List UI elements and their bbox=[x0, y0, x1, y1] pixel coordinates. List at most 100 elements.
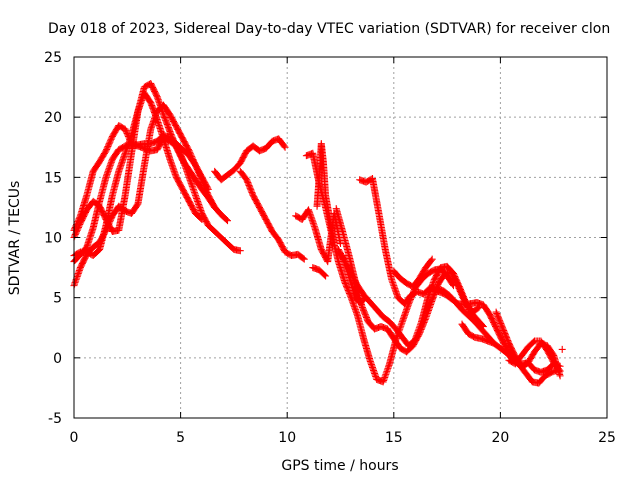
data-point bbox=[360, 296, 368, 304]
data-point bbox=[106, 138, 114, 146]
y-tick-label: 20 bbox=[44, 110, 62, 126]
data-point bbox=[76, 213, 84, 221]
data-point bbox=[299, 254, 307, 262]
y-tick-label: 5 bbox=[53, 291, 62, 307]
data-point bbox=[123, 130, 131, 138]
x-axis-label: GPS time / hours bbox=[281, 458, 398, 474]
data-point bbox=[105, 140, 113, 148]
data-point bbox=[556, 367, 564, 375]
series-track-20 bbox=[390, 255, 436, 291]
data-point bbox=[193, 166, 201, 174]
x-tick-label: 0 bbox=[70, 430, 79, 446]
y-tick-label: -5 bbox=[48, 411, 62, 427]
data-point bbox=[105, 221, 113, 229]
data-point bbox=[449, 270, 457, 278]
data-point bbox=[280, 142, 288, 150]
data-point bbox=[104, 143, 112, 151]
data-point bbox=[71, 225, 79, 233]
data-points bbox=[70, 79, 566, 387]
data-point bbox=[125, 134, 133, 142]
series-track-5 bbox=[70, 122, 219, 234]
data-point bbox=[224, 217, 232, 225]
data-point bbox=[211, 203, 219, 211]
data-point bbox=[103, 225, 111, 233]
chart-title: Day 018 of 2023, Sidereal Day-to-day VTE… bbox=[48, 21, 610, 37]
series-track-13 bbox=[458, 320, 562, 387]
data-point bbox=[455, 281, 463, 289]
data-point bbox=[122, 128, 130, 136]
data-point bbox=[71, 232, 79, 240]
data-point bbox=[74, 216, 82, 224]
y-tick-label: 10 bbox=[44, 231, 62, 247]
data-point bbox=[236, 247, 244, 255]
data-point bbox=[107, 135, 115, 143]
data-point bbox=[73, 219, 81, 227]
data-point bbox=[193, 164, 201, 172]
data-point bbox=[126, 135, 134, 143]
data-point bbox=[359, 297, 367, 305]
data-point bbox=[198, 215, 206, 223]
data-point bbox=[102, 147, 110, 155]
data-point bbox=[197, 214, 205, 222]
data-point bbox=[453, 278, 461, 286]
data-point bbox=[450, 271, 458, 279]
data-point bbox=[192, 163, 200, 171]
data-point bbox=[452, 275, 460, 283]
data-point bbox=[555, 366, 563, 374]
series-track-4 bbox=[70, 101, 212, 290]
data-point bbox=[428, 255, 436, 263]
data-point bbox=[195, 169, 203, 177]
data-point bbox=[71, 231, 79, 239]
series-track-19 bbox=[309, 264, 330, 280]
data-point bbox=[103, 145, 111, 153]
series-track-18 bbox=[339, 252, 368, 306]
x-tick-label: 25 bbox=[598, 430, 616, 446]
data-point bbox=[322, 272, 330, 280]
y-axis-label: SDTVAR / TECUs bbox=[7, 181, 23, 296]
data-point bbox=[105, 141, 113, 149]
tick-marks bbox=[73, 56, 608, 419]
data-point bbox=[321, 271, 329, 279]
data-point bbox=[196, 171, 204, 179]
data-point bbox=[74, 218, 82, 226]
data-point bbox=[103, 223, 111, 231]
data-point bbox=[71, 223, 79, 231]
y-tick-label: 15 bbox=[44, 170, 62, 186]
data-point bbox=[122, 127, 130, 135]
data-point bbox=[558, 345, 566, 353]
x-tick-label: 15 bbox=[385, 430, 403, 446]
y-tick-label: 25 bbox=[44, 50, 62, 66]
x-axis-tick-labels: 0 5 10 15 20 25 bbox=[70, 430, 616, 446]
data-point bbox=[453, 277, 461, 285]
data-point bbox=[121, 125, 129, 133]
data-point bbox=[102, 226, 110, 234]
series-track-21 bbox=[558, 345, 566, 353]
series-track-7 bbox=[236, 167, 308, 263]
series-track-12 bbox=[428, 284, 564, 376]
series-track-17 bbox=[313, 140, 338, 246]
data-point bbox=[451, 274, 459, 282]
x-tick-label: 5 bbox=[176, 430, 185, 446]
x-tick-label: 10 bbox=[278, 430, 296, 446]
data-point bbox=[124, 132, 132, 140]
data-point bbox=[106, 216, 114, 224]
x-tick-label: 20 bbox=[491, 430, 509, 446]
series-track-6 bbox=[211, 135, 289, 184]
y-axis-tick-labels: -5 0 5 10 15 20 25 bbox=[44, 50, 62, 427]
series-track-15 bbox=[505, 337, 564, 375]
data-point bbox=[194, 167, 202, 175]
data-point bbox=[427, 256, 435, 264]
data-point bbox=[106, 218, 114, 226]
data-point bbox=[281, 143, 289, 151]
data-point bbox=[454, 280, 462, 288]
data-point bbox=[451, 272, 459, 280]
y-tick-label: 0 bbox=[53, 351, 62, 367]
data-point bbox=[103, 144, 111, 152]
data-point bbox=[222, 216, 230, 224]
data-point bbox=[192, 161, 200, 169]
data-point bbox=[124, 131, 132, 139]
data-point bbox=[107, 215, 115, 223]
data-point bbox=[106, 137, 114, 145]
data-point bbox=[104, 222, 112, 230]
